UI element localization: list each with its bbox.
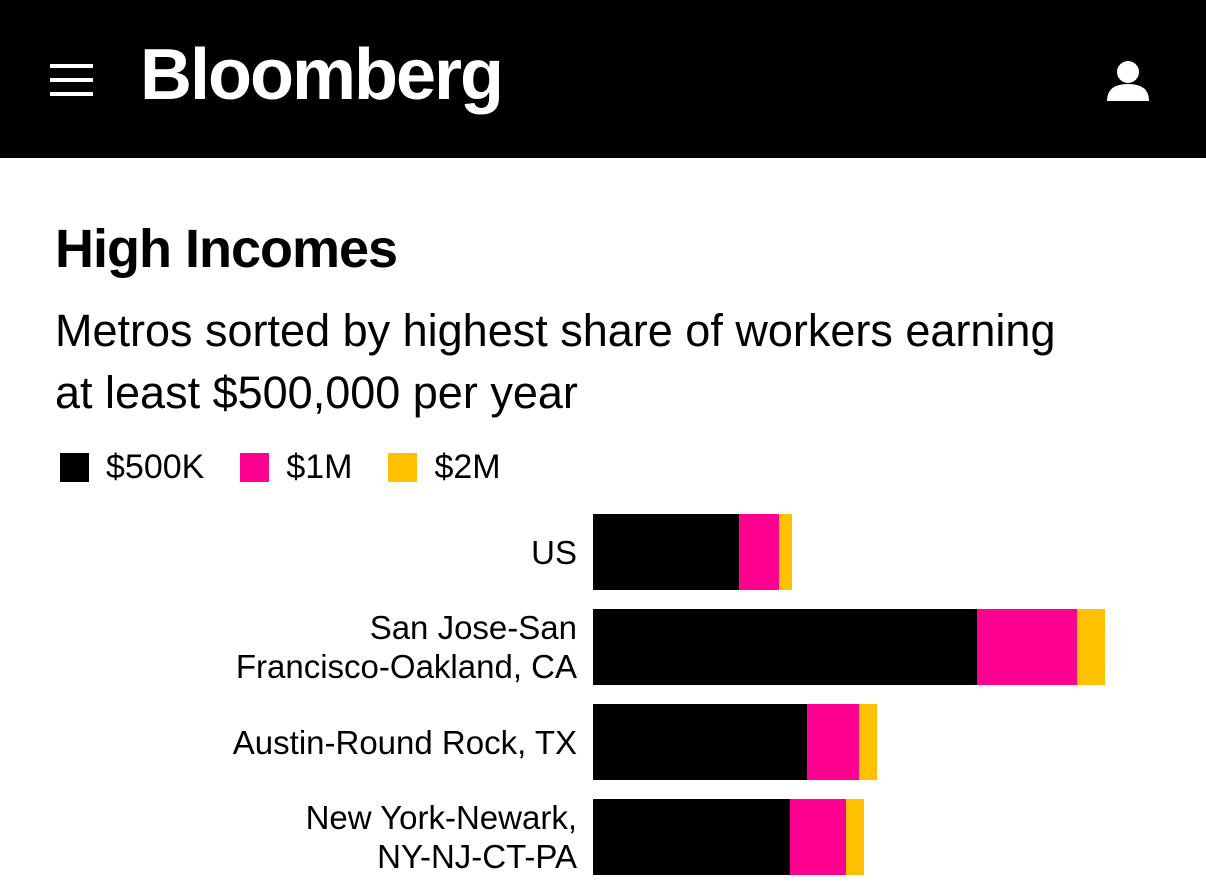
bar-segment [859,704,877,780]
app-header: Bloomberg [0,0,1206,158]
legend-label: $1M [286,448,353,486]
legend-swatch [240,453,270,482]
bar-segment [593,609,977,685]
bar-segment [807,704,859,780]
bar-row: New York-Newark, NY-NJ-CT-PA [0,799,1206,875]
category-label: Austin-Round Rock, TX [232,723,577,761]
chart-subtitle: Metros sorted by highest share of worker… [55,305,1056,418]
bar-segment [779,514,792,590]
legend-label: $500K [106,448,205,486]
bar-row: San Jose-San Francisco-Oakland, CA [0,609,1206,685]
brand-logo[interactable]: Bloomberg [140,35,504,115]
legend: $500K $1M $2M [60,448,537,487]
bar-segment [593,799,790,875]
legend-item: $500K [60,448,204,487]
legend-label: $2M [434,448,501,486]
bar-segment [1077,609,1105,685]
bar-row: Austin-Round Rock, TX [0,704,1206,780]
bar-segment [790,799,846,875]
chart-title: High Incomes [55,219,398,279]
bar-row: US [0,514,1206,590]
legend-swatch [60,453,89,482]
bar-segment [739,514,779,590]
user-button[interactable] [1106,60,1150,102]
legend-swatch [388,453,418,482]
menu-button[interactable] [50,62,94,98]
bar-segment [846,799,864,875]
category-label: San Jose-San Francisco-Oakland, CA [235,609,577,685]
legend-item: $2M [388,448,501,487]
category-label: US [531,533,577,571]
bar-segment [593,514,739,590]
bar-segment [593,704,807,780]
legend-item: $1M [240,448,352,487]
bar-segment [977,609,1077,685]
category-label: New York-Newark, NY-NJ-CT-PA [305,799,577,875]
